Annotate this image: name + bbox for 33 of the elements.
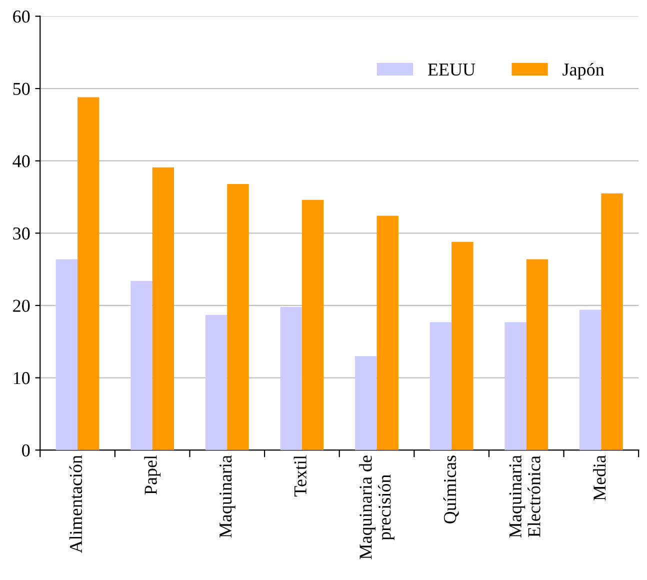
y-tick-label: 50: [13, 82, 30, 95]
y-tick-label: 20: [13, 300, 30, 312]
y-tick-label: 0: [22, 444, 30, 457]
bar: [302, 200, 324, 450]
bar: [452, 242, 474, 450]
bar: [526, 259, 548, 450]
x-tick-label: Químicas: [443, 456, 459, 524]
bar: [280, 306, 302, 450]
bar: [56, 259, 78, 450]
legend-label: Japón: [562, 62, 604, 80]
x-tick-label: Maquinaria de precisión: [359, 456, 394, 560]
bar: [205, 314, 228, 450]
bar: [504, 322, 526, 450]
x-tick-label: Alimentación: [69, 455, 82, 554]
bar: [130, 280, 152, 450]
bar: [430, 322, 452, 450]
y-tick-label: 40: [12, 155, 30, 168]
y-tick-label: 60: [13, 10, 30, 23]
y-tick-label: 30: [13, 227, 30, 240]
bar: [78, 97, 100, 450]
x-tick-label: Papel: [144, 455, 161, 495]
x-tick-label: Maquinaria: [220, 455, 236, 538]
x-tick-label: Textil: [294, 455, 306, 496]
bar: [152, 167, 174, 450]
bar: [601, 193, 623, 450]
bar: [579, 310, 602, 450]
bar: [227, 184, 249, 450]
y-tick-label: 10: [14, 372, 30, 384]
x-tick-label: Media: [592, 455, 606, 501]
bar: [355, 356, 377, 450]
x-tick-label: Maquinaria Electrónica: [509, 455, 540, 538]
bar: [376, 216, 398, 450]
legend-label: EEUU: [428, 64, 476, 76]
